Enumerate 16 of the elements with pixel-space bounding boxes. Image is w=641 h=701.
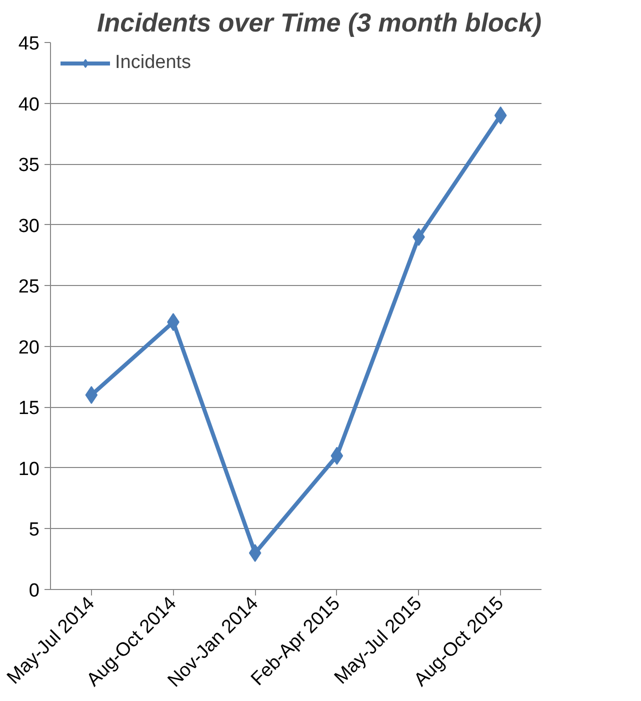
point <box>85 386 98 404</box>
y-tick-label: 45 <box>18 34 40 54</box>
point <box>330 446 344 465</box>
point <box>494 106 507 124</box>
point <box>248 544 262 562</box>
y-tick-label: 10 <box>18 458 40 480</box>
y-tick-label: 15 <box>18 398 40 420</box>
chart-title: Incidents over Time (3 month block) <box>97 8 542 38</box>
y-tick-label: 40 <box>18 94 40 116</box>
y-tick-label: 5 <box>28 520 40 541</box>
y-tick-label: 35 <box>18 155 40 176</box>
y-tick-label: 25 <box>18 276 40 298</box>
legend-label: Incidents <box>115 52 192 74</box>
y-tick-label: 20 <box>18 337 40 358</box>
y-tick-label: 30 <box>18 216 40 237</box>
y-tick-label: 0 <box>28 580 40 602</box>
